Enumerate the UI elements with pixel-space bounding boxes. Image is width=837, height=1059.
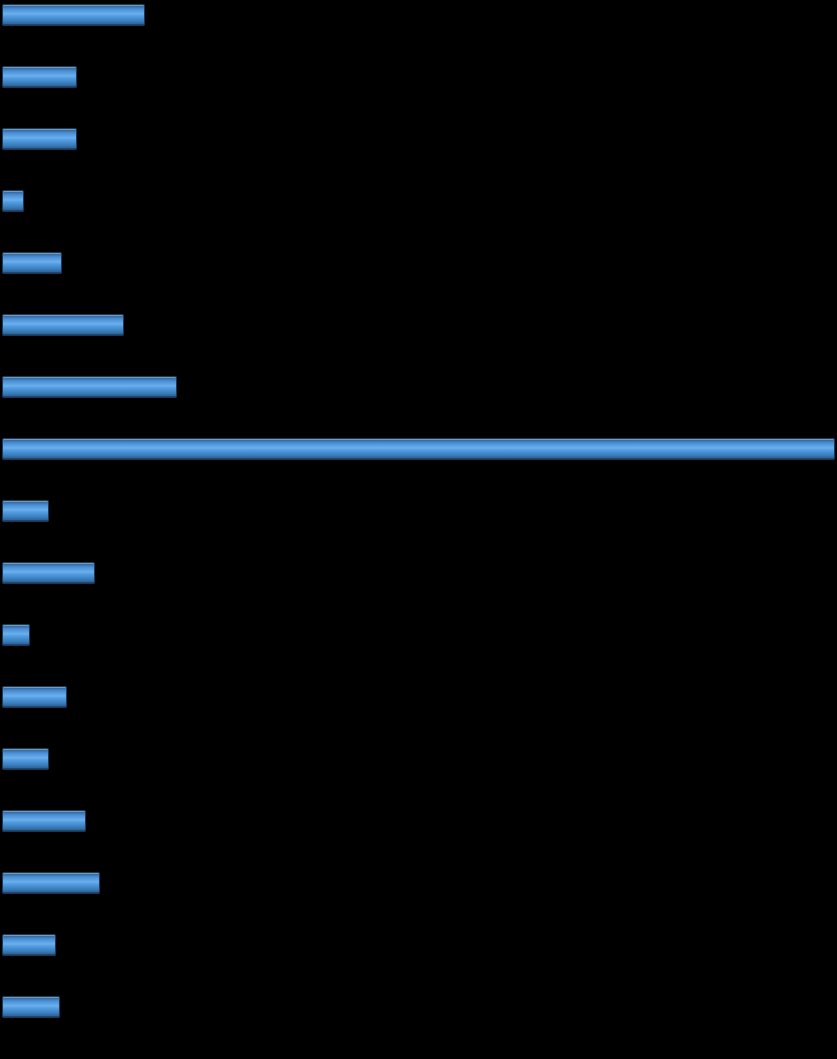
bar-row bbox=[2, 314, 835, 336]
bar-row bbox=[2, 376, 835, 398]
bar bbox=[2, 686, 67, 708]
bar-row bbox=[2, 4, 835, 26]
bar-row bbox=[2, 438, 835, 460]
bar-row bbox=[2, 996, 835, 1018]
bar-row bbox=[2, 810, 835, 832]
bar bbox=[2, 376, 177, 398]
bar bbox=[2, 190, 24, 212]
horizontal-bar-chart bbox=[2, 0, 835, 1059]
bar-row bbox=[2, 624, 835, 646]
bar bbox=[2, 934, 56, 956]
bar bbox=[2, 252, 62, 274]
bar bbox=[2, 314, 124, 336]
bar-row bbox=[2, 934, 835, 956]
bar-row bbox=[2, 562, 835, 584]
bar bbox=[2, 996, 60, 1018]
bar bbox=[2, 438, 835, 460]
bar bbox=[2, 872, 100, 894]
bar-row bbox=[2, 252, 835, 274]
bar bbox=[2, 562, 95, 584]
bar bbox=[2, 66, 77, 88]
bar-row bbox=[2, 686, 835, 708]
bar bbox=[2, 4, 145, 26]
bar bbox=[2, 128, 77, 150]
bar-row bbox=[2, 190, 835, 212]
bar bbox=[2, 500, 49, 522]
bar bbox=[2, 624, 30, 646]
bar-row bbox=[2, 66, 835, 88]
bar bbox=[2, 810, 86, 832]
bar-row bbox=[2, 872, 835, 894]
bar bbox=[2, 748, 49, 770]
bar-row bbox=[2, 128, 835, 150]
bar-row bbox=[2, 748, 835, 770]
bar-row bbox=[2, 500, 835, 522]
